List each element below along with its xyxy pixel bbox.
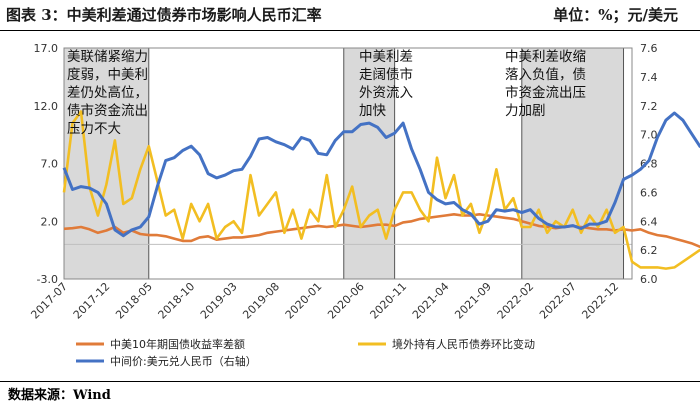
series-line-3 (62, 111, 700, 238)
x-tick-label: 2017-12 (71, 280, 113, 322)
y-right-tick-label: 7.6 (640, 42, 658, 55)
x-tick-label: 2020-06 (325, 280, 367, 322)
report-header: 图表 3：中美利差通过债券市场影响人民币汇率 单位：%；元/美元 (0, 0, 700, 30)
x-tick-label: 2021-04 (410, 280, 452, 322)
annotation-2-line: 中美利差 (359, 49, 413, 65)
y-left-tick-label: 7.0 (41, 158, 59, 171)
y-left-tick-label: -3.0 (37, 273, 58, 286)
line-chart: 17.012.07.02.0-3.07.67.47.27.06.86.66.46… (28, 42, 700, 368)
annotation-2-line: 加快 (359, 103, 386, 119)
annotation-3-line: 落入负值，债 (505, 67, 586, 83)
y-right-tick-label: 7.2 (640, 100, 658, 113)
data-source: 数据来源：Wind (8, 388, 111, 403)
y-left-tick-label: 2.0 (41, 215, 59, 228)
y-right-tick-label: 6.6 (640, 186, 658, 199)
x-tick-label: 2019-08 (240, 280, 282, 322)
y-right-tick-label: 7.4 (640, 71, 658, 84)
x-tick-label: 2022-12 (579, 280, 621, 322)
x-tick-label: 2020-11 (368, 280, 410, 322)
x-tick-label: 2022-02 (495, 280, 537, 322)
y-right-tick-label: 6.4 (640, 215, 658, 228)
x-tick-label: 2022-07 (537, 280, 579, 322)
annotation-2-line: 外资流入 (359, 85, 413, 101)
legend-label-2: 境外持有人民币债券环比变动 (392, 337, 535, 351)
figure-title: 图表 3：中美利差通过债券市场影响人民币汇率 (6, 6, 322, 24)
y-right-tick-label: 6.0 (640, 273, 658, 286)
x-tick-label: 2021-09 (452, 280, 494, 322)
unit-label: 单位：%；元/美元 (553, 6, 678, 24)
annotation-3-line: 市资金流出压 (505, 84, 586, 101)
x-tick-label: 2020-01 (283, 280, 325, 322)
annotation-1-line: 压力不大 (67, 121, 121, 137)
x-tick-label: 2017-07 (28, 280, 70, 322)
footer-divider (0, 381, 700, 382)
x-tick-label: 2019-03 (198, 280, 240, 322)
legend-label-1: 中美10年期国债收益率差额 (110, 337, 245, 351)
annotation-1-line: 差仍处高位， (67, 84, 148, 101)
legend-label-3: 中间价:美元兑人民币（右轴） (110, 354, 257, 368)
y-left-tick-label: 12.0 (34, 100, 59, 113)
y-right-tick-label: 7.0 (640, 129, 658, 142)
series-line-2 (62, 110, 700, 270)
annotation-1-line: 债市资金流出 (67, 102, 148, 119)
shaded-period-1 (63, 47, 150, 280)
annotation-3-line: 力加剧 (505, 103, 546, 119)
x-tick-label: 2018-10 (156, 280, 198, 322)
header-divider (0, 30, 700, 31)
shaded-period-3 (521, 47, 625, 280)
y-right-tick-label: 6.2 (640, 244, 658, 257)
plot-frame (63, 47, 633, 280)
y-left-tick-label: 17.0 (34, 42, 59, 55)
annotation-2-line: 走阔债市 (359, 66, 413, 83)
annotation-1-line: 度弱，中美利 (67, 67, 148, 83)
series-line-1 (63, 213, 700, 249)
x-tick-label: 2018-05 (113, 280, 155, 322)
annotation-1-line: 美联储紧缩力 (67, 49, 148, 65)
annotation-3-line: 中美利差收缩 (505, 49, 586, 65)
shaded-period-2 (343, 47, 396, 280)
